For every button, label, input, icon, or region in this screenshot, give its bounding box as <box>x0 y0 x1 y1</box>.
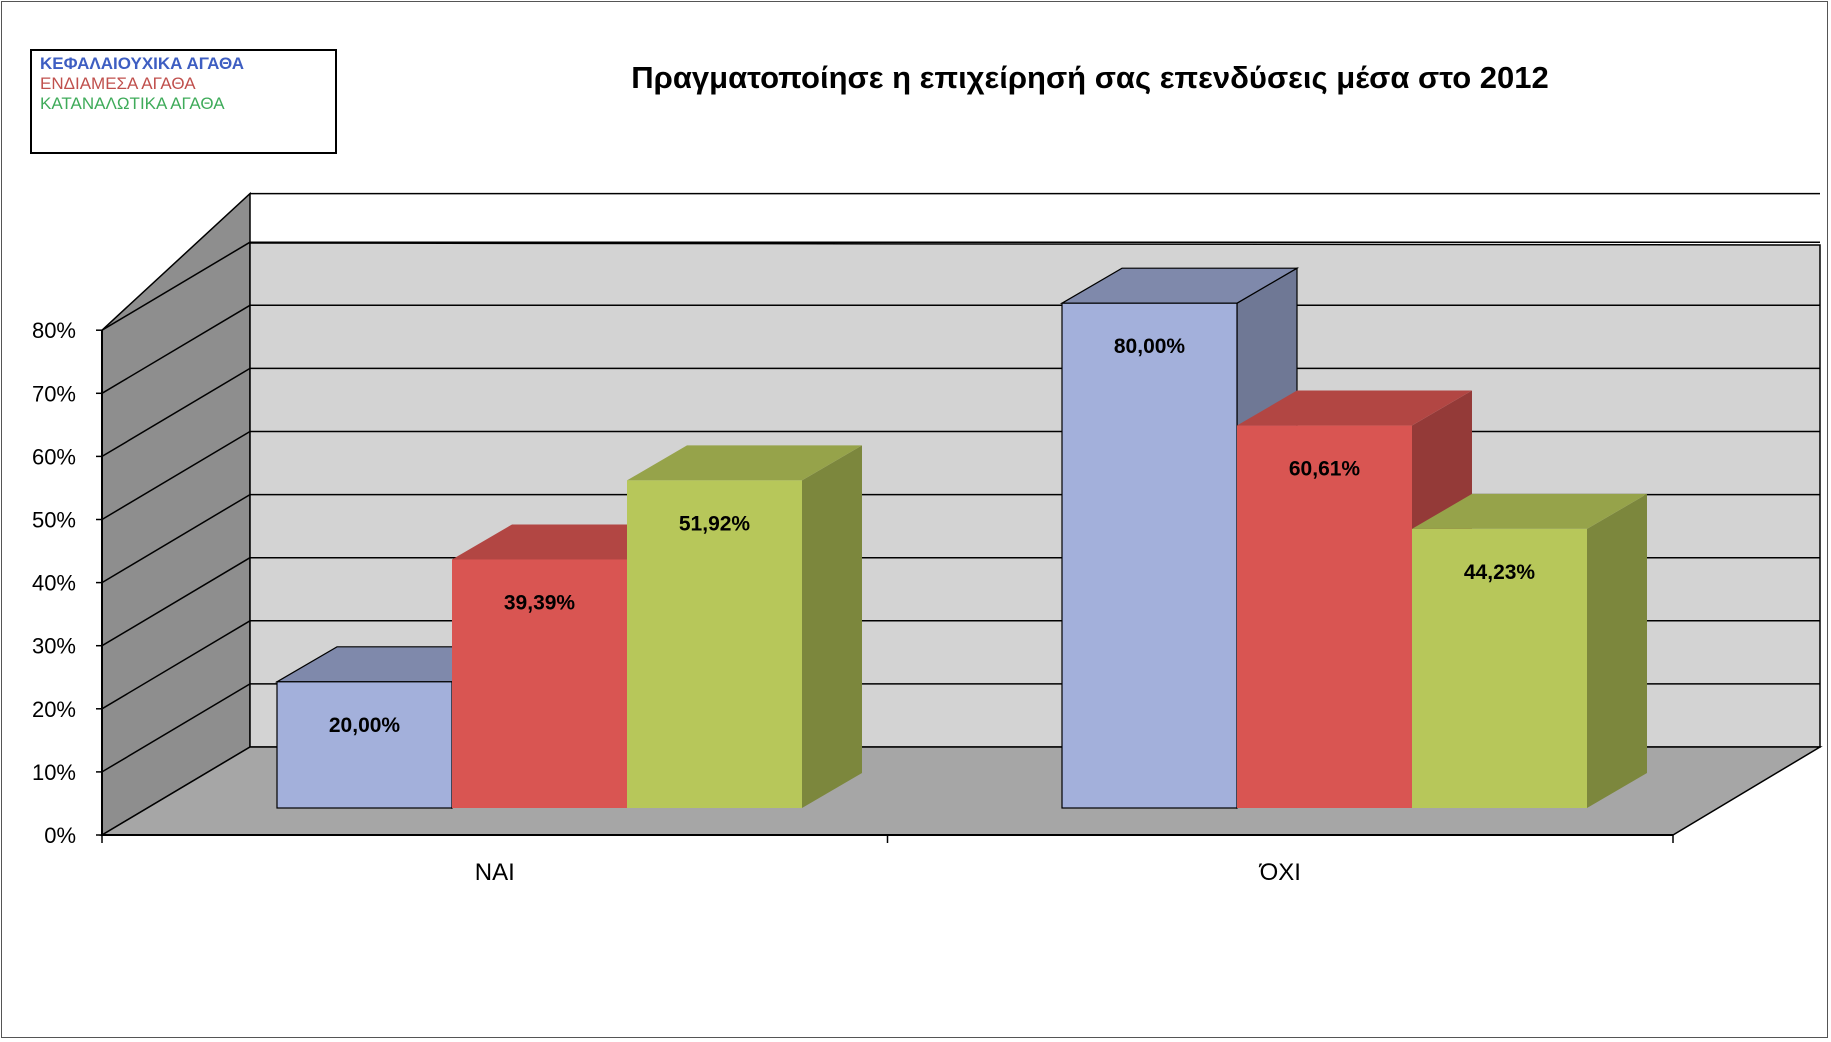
gridline-wall <box>101 430 251 521</box>
gridline-wall <box>101 683 251 773</box>
x-category-label: ΝΑΙ <box>475 859 515 886</box>
bar-side <box>802 445 862 808</box>
y-tick-label: 0% <box>44 823 76 848</box>
bar <box>276 681 453 809</box>
x-category-label: ΌΧΙ <box>1259 859 1301 886</box>
legend-entry-capital-goods: ΚΕΦΑΛΑΙΟΥΧΙΚΑ ΑΓΑΘΑ <box>40 54 245 73</box>
gridline-wall <box>101 557 251 647</box>
gridline-wall <box>101 241 251 331</box>
data-label: 39,39% <box>504 591 576 614</box>
chart-title: Πραγματοποίησε η επιχείρησή σας επενδύσε… <box>631 60 1549 95</box>
bar-side <box>1587 493 1647 808</box>
y-tick-label: 80% <box>32 318 76 343</box>
y-tick-label: 70% <box>32 381 76 406</box>
y-tick-label: 30% <box>32 634 76 659</box>
bar-top <box>1237 390 1472 426</box>
y-tick-label: 20% <box>32 697 76 722</box>
y-tick-label: 50% <box>32 508 76 533</box>
legend-entry-consumer-goods: ΚΑΤΑΝΑΛΩΤΙΚΑ ΑΓΑΘΑ <box>40 94 225 113</box>
legend-entry-intermediate-goods: ΕΝΔΙΑΜΕΣΑ ΑΓΑΘΑ <box>40 74 196 93</box>
data-label: 20,00% <box>329 714 401 737</box>
y-tick-label: 40% <box>32 571 76 596</box>
legend: ΚΕΦΑΛΑΙΟΥΧΙΚΑ ΑΓΑΘΑ ΕΝΔΙΑΜΕΣΑ ΑΓΑΘΑ ΚΑΤΑ… <box>30 49 337 154</box>
bar <box>1412 528 1587 808</box>
data-label: 51,92% <box>679 512 751 535</box>
data-label: 60,61% <box>1289 458 1361 481</box>
y-tick-label: 10% <box>32 760 76 785</box>
gridline-wall <box>101 493 251 584</box>
bar <box>1061 302 1238 809</box>
bar <box>1237 425 1412 808</box>
gridline-wall <box>101 620 251 710</box>
gridline-wall <box>101 304 251 394</box>
left-wall <box>101 191 251 837</box>
bar <box>452 559 627 808</box>
data-label: 44,23% <box>1464 561 1536 584</box>
data-label: 80,00% <box>1114 335 1186 358</box>
y-tick-label: 60% <box>32 444 76 469</box>
bar <box>627 480 802 808</box>
bar-top <box>1412 493 1647 529</box>
bar-top <box>627 445 862 481</box>
gridline-wall <box>101 367 251 458</box>
